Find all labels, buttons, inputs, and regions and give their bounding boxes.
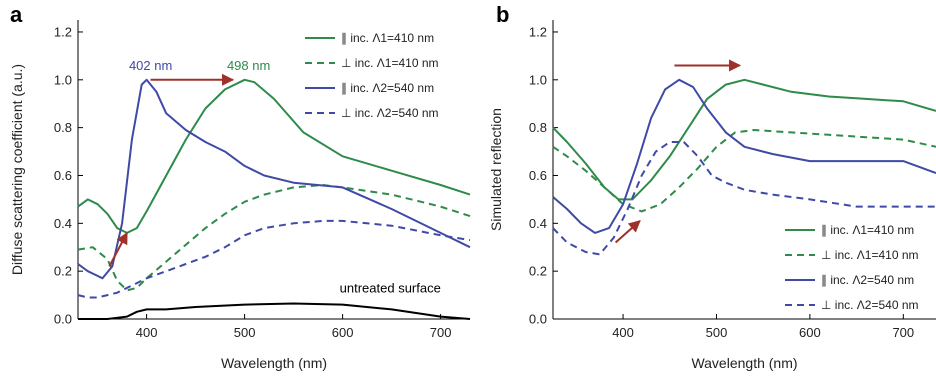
y-tick-label: 1.0	[54, 72, 72, 87]
y-axis-label: Diffuse scattering coefficient (a.u.)	[9, 64, 25, 275]
y-tick-label: 1.0	[529, 72, 547, 87]
y-tick-label: 0.4	[529, 216, 547, 231]
legend-entry-0: ∥ inc. Λ1=410 nm	[821, 223, 914, 237]
panel-a-chart: a 0.0 0.2 0.4 0.6 0.8 1.0 1.2 400 500 600 700 Wavele…	[9, 2, 471, 371]
legend-entry-0: ∥ inc. Λ1=410 nm	[341, 31, 434, 45]
x-tick-label: 700	[892, 325, 914, 340]
y-tick-label: 0.2	[54, 264, 72, 279]
y-tick-label: 0.2	[529, 264, 547, 279]
legend-entry-3: ⊥ inc. Λ2=540 nm	[821, 298, 919, 312]
series-line-4	[78, 302, 471, 320]
y-tick-label: 0.4	[54, 216, 72, 231]
panel-label: a	[10, 2, 23, 27]
shift-arrow-0	[614, 220, 641, 244]
series-line-3	[552, 141, 936, 256]
y-tick-label: 0.8	[529, 120, 547, 135]
y-tick-label: 0.0	[529, 312, 547, 327]
series-line-0	[77, 78, 471, 234]
x-axis-label: Wavelength (nm)	[691, 355, 797, 371]
series-line-2	[552, 78, 936, 234]
x-tick-label: 500	[706, 325, 728, 340]
y-tick-label: 0.6	[54, 168, 72, 183]
series-line-1	[77, 184, 471, 292]
panel-b-chart: b 0.0 0.2 0.4 0.6 0.8 1.0 1.2 400 500 600 700 Wavele…	[488, 2, 936, 371]
legend-entry-3: ⊥ inc. Λ2=540 nm	[341, 106, 439, 120]
annotation-2: untreated surface	[340, 281, 441, 296]
legend-entry-1: ⊥ inc. Λ1=410 nm	[341, 56, 439, 70]
series-line-0	[552, 78, 936, 201]
y-tick-label: 1.2	[54, 24, 72, 39]
shift-arrow-0	[108, 231, 128, 267]
legend: ∥ inc. Λ1=410 nm ⊥ inc. Λ1=410 nm ∥ inc. Λ…	[785, 223, 919, 312]
x-tick-label: 400	[136, 325, 158, 340]
y-axis-label: Simulated reflection	[488, 108, 504, 231]
legend-entry-2: ∥ inc. Λ2=540 nm	[341, 81, 434, 95]
y-tick-label: 0.6	[529, 168, 547, 183]
annotation-1: 498 nm	[227, 58, 270, 73]
series-line-2	[77, 78, 471, 280]
y-tick-label: 0.0	[54, 312, 72, 327]
annotation-0: 402 nm	[129, 58, 172, 73]
y-tick-label: 0.8	[54, 120, 72, 135]
x-tick-label: 600	[332, 325, 354, 340]
legend: ∥ inc. Λ1=410 nm ⊥ inc. Λ1=410 nm ∥ inc. Λ…	[305, 31, 439, 120]
x-tick-label: 400	[612, 325, 634, 340]
x-axis-label: Wavelength (nm)	[221, 355, 327, 371]
x-tick-label: 600	[799, 325, 821, 340]
x-tick-label: 700	[430, 325, 452, 340]
legend-entry-1: ⊥ inc. Λ1=410 nm	[821, 248, 919, 262]
y-tick-label: 1.2	[529, 24, 547, 39]
legend-entry-2: ∥ inc. Λ2=540 nm	[821, 273, 914, 287]
x-tick-label: 500	[234, 325, 256, 340]
series-line-3	[77, 219, 471, 299]
panel-label: b	[496, 2, 509, 27]
series-line-1	[552, 129, 936, 213]
